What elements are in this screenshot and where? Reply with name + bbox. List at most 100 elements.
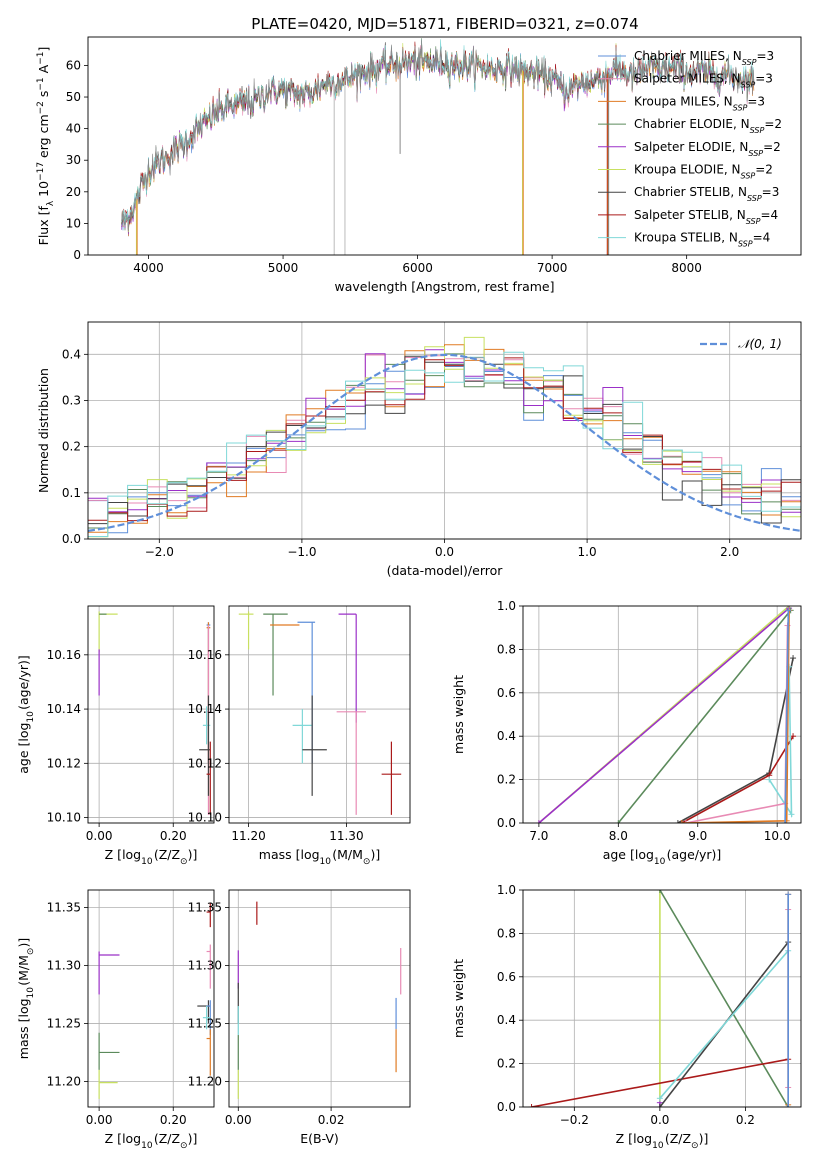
y-tick-label: 0.0 (497, 1100, 516, 1114)
x-axis-label: Z [log10 (Z/Z⊙)] (616, 1131, 709, 1151)
y-tick-label: 0.4 (497, 729, 516, 743)
x-axis-label: (data-model)/error (387, 563, 504, 578)
weight-series (659, 950, 789, 1099)
x-tick-label: 0.2 (736, 1113, 755, 1127)
x-tick-label: 4000 (133, 261, 164, 275)
y-tick-label: 10.14 (47, 702, 81, 716)
y-tick-label: 10.12 (47, 756, 81, 770)
legend-label: Chabrier MILES, NSSP=3 (634, 49, 774, 67)
y-tick-label: 0.2 (62, 440, 81, 454)
x-tick-label: 11.30 (329, 829, 363, 843)
x-tick-label: 0.02 (318, 1113, 345, 1127)
y-tick-label: 11.35 (47, 900, 81, 914)
legend-label: Salpeter MILES, NSSP=3 (634, 72, 773, 90)
y-tick-label: 20 (66, 185, 81, 199)
legend-label: Salpeter STELIB, NSSP=4 (634, 208, 778, 226)
legend-label: 𝒩(0, 1) (738, 337, 782, 351)
spectrum-data (121, 39, 755, 231)
x-tick-label: 5000 (268, 261, 299, 275)
x-tick-label: 0.00 (86, 1113, 113, 1127)
axes-weight_vs_age: 7.0 8.0 9.0 10.0 0.0 0.2 0.4 0.6 0.8 1.0 age [log1… (451, 599, 802, 867)
x-tick-label: 0.0 (650, 1113, 669, 1127)
y-axis-label: mass weight (451, 675, 466, 754)
y-tick-label: 0.2 (497, 773, 516, 787)
y-tick-label: 1.0 (497, 883, 516, 897)
x-axis-label: Z [log10 (Z/Z⊙)] (105, 1131, 198, 1151)
x-axis-label: wavelength [Angstrom, rest frame] (334, 279, 554, 294)
x-tick-label: 0.00 (86, 829, 113, 843)
errorbars (237, 901, 402, 1099)
weight-series (784, 610, 790, 823)
x-tick-label: 0.20 (160, 829, 187, 843)
x-tick-label: 7000 (537, 261, 568, 275)
weight-series (538, 607, 790, 823)
x-axis-label: age [log10 (age/yr)] (603, 847, 722, 867)
legend-label: Kroupa ELODIE, NSSP=2 (634, 163, 773, 181)
x-tick-label: 2.0 (720, 545, 739, 559)
legend-label: Salpeter ELODIE, NSSP=2 (634, 140, 781, 158)
y-tick-label: 11.35 (188, 900, 222, 914)
x-tick-label: 0.20 (160, 1113, 187, 1127)
y-tick-label: 10.12 (188, 756, 222, 770)
y-tick-label: 0 (73, 248, 81, 262)
spectrum-series (121, 40, 755, 228)
axes-residuals: −2.0 −1.0 0.0 1.0 2.0 0.0 0.1 0.2 0.3 0.4 (data-mo… (36, 321, 802, 578)
y-tick-label: 11.30 (47, 958, 81, 972)
axes-frame (87, 321, 802, 540)
y-axis-label: mass weight (451, 959, 466, 1038)
spectrum-series (121, 41, 755, 228)
y-tick-label: 30 (66, 153, 81, 167)
x-tick-label: 1.0 (578, 545, 597, 559)
y-tick-label: 0.6 (497, 970, 516, 984)
y-tick-label: 10.10 (47, 811, 81, 825)
x-tick-label: 6000 (402, 261, 433, 275)
y-tick-label: 0.6 (497, 686, 516, 700)
histograms (88, 336, 801, 538)
x-axis-label: Z [log10 (Z/Z⊙)] (105, 847, 198, 867)
y-tick-label: 0.0 (497, 816, 516, 830)
y-tick-label: 50 (66, 90, 81, 104)
axes-frame (522, 605, 802, 824)
errorbars (98, 902, 211, 1099)
weight-series (531, 1058, 789, 1107)
y-tick-label: 0.8 (497, 926, 516, 940)
axes-frame (87, 889, 215, 1108)
y-tick-label: 0.2 (497, 1057, 516, 1071)
weight-lines (528, 890, 792, 1107)
y-tick-label: 10 (66, 216, 81, 230)
axes-weight_vs_Z: −0.2 0.0 0.2 0.0 0.2 0.4 0.6 0.8 1.0 Z [log10 (Z/… (451, 883, 802, 1151)
x-tick-label: 8000 (671, 261, 702, 275)
spectrum-legend: Chabrier MILES, NSSP=3 Salpeter MILES, NS… (598, 49, 782, 248)
y-tick-label: 11.20 (47, 1074, 81, 1088)
x-axis-label: mass [log10 (M/M⊙)] (259, 847, 380, 867)
x-tick-label: 10.0 (764, 829, 791, 843)
y-tick-label: 10.16 (188, 648, 222, 662)
y-tick-label: 11.20 (188, 1074, 222, 1088)
axes-spectrum: 4000 5000 6000 7000 8000 0 10 20 30 40 50 60 wavelen… (36, 36, 802, 294)
x-tick-label: 7.0 (529, 829, 548, 843)
spectrum-lines (121, 38, 755, 255)
x-tick-label: −0.2 (560, 1113, 589, 1127)
axes-mass_vs_EBV: 0.00 0.02 11.20 11.25 11.30 11.35 E(B-V) (188, 889, 411, 1146)
weight-series (659, 890, 789, 1107)
y-tick-label: 0.0 (62, 532, 81, 546)
x-tick-label: −1.0 (287, 545, 316, 559)
x-tick-label: 9.0 (688, 829, 707, 843)
x-tick-label: 0.00 (225, 1113, 252, 1127)
axes-mass_vs_Z: 0.00 0.20 11.20 11.25 11.30 11.35 Z [log10 (Z/… (16, 889, 215, 1151)
y-tick-label: 10.14 (188, 702, 222, 716)
y-axis-label: Normed distribution (36, 368, 51, 493)
y-axis-label: Flux [fλ 10−17 erg cm−2 s−1 A−1] (36, 47, 56, 246)
gaussian-curve (88, 353, 801, 532)
x-tick-label: −2.0 (145, 545, 174, 559)
y-tick-label: 1.0 (497, 599, 516, 613)
y-tick-label: 0.4 (62, 347, 81, 361)
weight-series (617, 609, 792, 823)
legend-label: Chabrier ELODIE, NSSP=2 (634, 117, 782, 135)
axes-frame (87, 36, 802, 256)
y-tick-label: 60 (66, 58, 81, 72)
histogram-series (88, 351, 801, 537)
y-axis-label: age [log10 (age/yr)] (16, 655, 36, 774)
y-tick-label: 11.25 (188, 1016, 222, 1030)
